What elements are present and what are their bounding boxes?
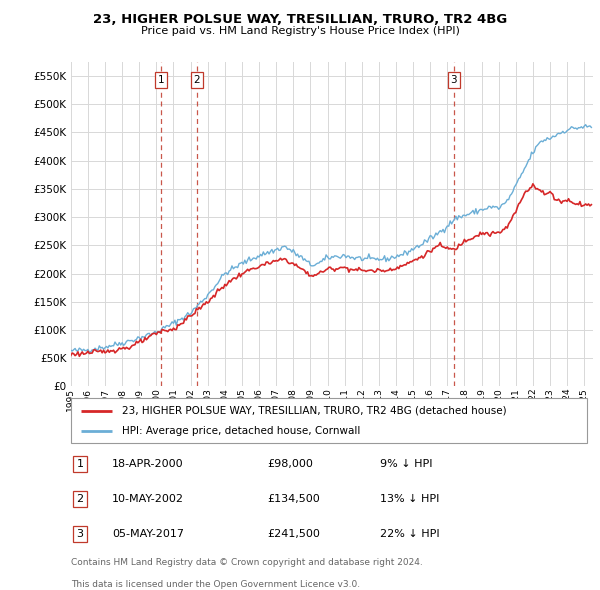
- Text: 23, HIGHER POLSUE WAY, TRESILLIAN, TRURO, TR2 4BG (detached house): 23, HIGHER POLSUE WAY, TRESILLIAN, TRURO…: [122, 406, 507, 415]
- Text: £134,500: £134,500: [267, 494, 320, 504]
- Text: 9% ↓ HPI: 9% ↓ HPI: [380, 459, 433, 469]
- Text: 23, HIGHER POLSUE WAY, TRESILLIAN, TRURO, TR2 4BG: 23, HIGHER POLSUE WAY, TRESILLIAN, TRURO…: [93, 13, 507, 26]
- Text: 13% ↓ HPI: 13% ↓ HPI: [380, 494, 440, 504]
- Text: 2: 2: [194, 75, 200, 85]
- Text: 2: 2: [77, 494, 83, 504]
- Text: 3: 3: [451, 75, 457, 85]
- Text: Contains HM Land Registry data © Crown copyright and database right 2024.: Contains HM Land Registry data © Crown c…: [71, 558, 422, 568]
- Text: £241,500: £241,500: [267, 529, 320, 539]
- Text: 10-MAY-2002: 10-MAY-2002: [112, 494, 184, 504]
- Text: £98,000: £98,000: [267, 459, 313, 469]
- Text: Price paid vs. HM Land Registry's House Price Index (HPI): Price paid vs. HM Land Registry's House …: [140, 26, 460, 36]
- Text: HPI: Average price, detached house, Cornwall: HPI: Average price, detached house, Corn…: [122, 427, 361, 437]
- Text: 22% ↓ HPI: 22% ↓ HPI: [380, 529, 440, 539]
- Text: This data is licensed under the Open Government Licence v3.0.: This data is licensed under the Open Gov…: [71, 580, 360, 589]
- Text: 1: 1: [77, 459, 83, 469]
- Text: 18-APR-2000: 18-APR-2000: [112, 459, 184, 469]
- Text: 1: 1: [158, 75, 164, 85]
- Text: 3: 3: [77, 529, 83, 539]
- Text: 05-MAY-2017: 05-MAY-2017: [112, 529, 184, 539]
